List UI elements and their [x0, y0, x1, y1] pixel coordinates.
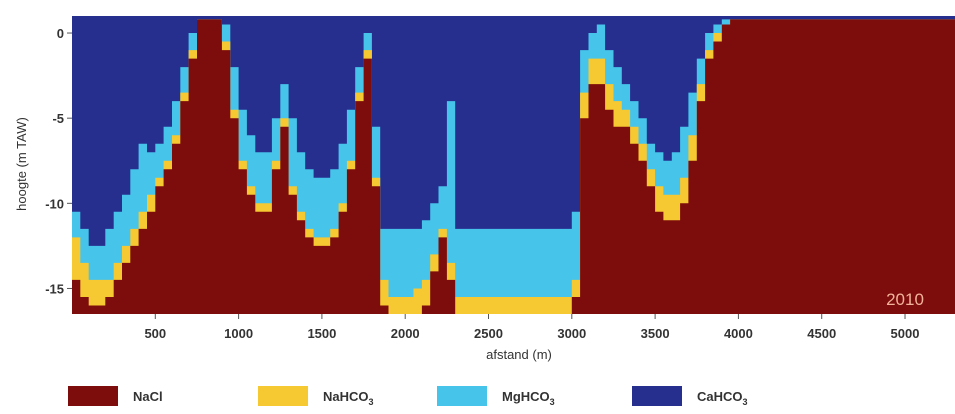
x-tick-label: 3000 — [557, 326, 586, 341]
x-tick-label: 2500 — [474, 326, 503, 341]
x-tick-label: 1500 — [307, 326, 336, 341]
legend-item-CaHCO3: CaHCO3 — [632, 386, 748, 407]
x-tick-label: 4500 — [807, 326, 836, 341]
legend-swatch-MgHCO3 — [437, 386, 487, 406]
legend-label-NaHCO3: NaHCO3 — [323, 389, 374, 407]
y-tick-label: -10 — [45, 196, 64, 211]
year-annotation: 2010 — [886, 290, 924, 309]
x-tick-label: 5000 — [891, 326, 920, 341]
x-tick-label: 500 — [144, 326, 166, 341]
legend-label-MgHCO3: MgHCO3 — [502, 389, 555, 407]
series-area-NaCl — [72, 19, 955, 315]
legend-label-CaHCO3: CaHCO3 — [697, 389, 748, 407]
x-tick-label: 3500 — [641, 326, 670, 341]
legend-item-NaCl: NaCl — [68, 386, 163, 406]
axes: 500 1000 1500 2000 2500 3000 3500 4000 4500 5000 0… — [45, 26, 919, 341]
legend-subscript: 3 — [550, 397, 555, 407]
y-tick-label: -15 — [45, 281, 64, 296]
plot-area — [72, 16, 955, 315]
y-tick-label: -5 — [52, 111, 64, 126]
legend-subscript: 3 — [369, 397, 374, 407]
legend-swatch-NaHCO3 — [258, 386, 308, 406]
legend-label-NaCl: NaCl — [133, 389, 163, 404]
x-tick-label: 4000 — [724, 326, 753, 341]
y-axis-title: hoogte (m TAW) — [14, 117, 29, 211]
y-tick-label: 0 — [57, 26, 64, 41]
x-axis-title: afstand (m) — [486, 347, 552, 362]
x-tick-label: 2000 — [391, 326, 420, 341]
x-tick-label: 1000 — [224, 326, 253, 341]
legend-swatch-CaHCO3 — [632, 386, 682, 406]
legend-subscript: 3 — [743, 397, 748, 407]
legend-item-MgHCO3: MgHCO3 — [437, 386, 555, 407]
legend-item-NaHCO3: NaHCO3 — [258, 386, 374, 407]
legend: NaCl NaHCO3 MgHCO3 CaHCO3 — [68, 386, 748, 407]
legend-swatch-NaCl — [68, 386, 118, 406]
